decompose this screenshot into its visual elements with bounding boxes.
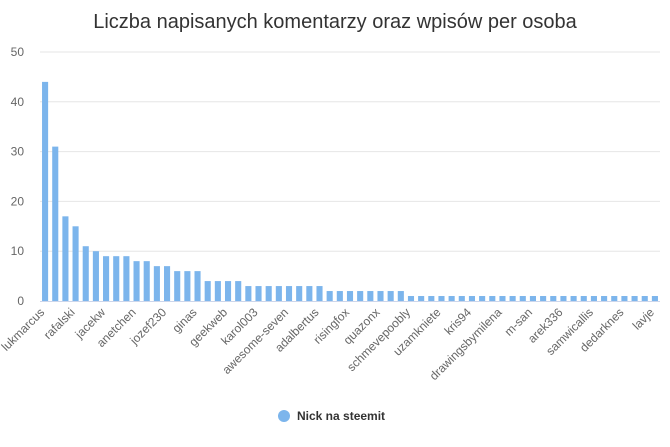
bar[interactable] — [306, 286, 313, 301]
bar[interactable] — [224, 281, 232, 301]
bar[interactable] — [407, 296, 415, 301]
bar[interactable] — [641, 296, 648, 301]
bar[interactable] — [550, 296, 557, 301]
bar[interactable] — [651, 296, 658, 301]
bar[interactable] — [509, 296, 516, 301]
bar[interactable] — [296, 286, 303, 301]
bar[interactable] — [255, 286, 262, 301]
bar[interactable] — [621, 296, 628, 301]
bar[interactable] — [560, 296, 567, 301]
bar[interactable] — [265, 286, 272, 301]
bar[interactable] — [52, 146, 59, 301]
bar[interactable] — [377, 291, 384, 301]
y-tick-label: 40 — [11, 95, 25, 109]
bar[interactable] — [42, 81, 49, 301]
grid-lines — [40, 51, 660, 252]
bar[interactable] — [123, 256, 130, 301]
bar[interactable] — [387, 291, 394, 301]
legend-label: Nick na steemit — [297, 409, 385, 423]
bar[interactable] — [316, 286, 323, 301]
bar[interactable] — [326, 291, 333, 301]
bar[interactable] — [570, 296, 577, 301]
bar[interactable] — [428, 296, 435, 301]
bar[interactable] — [194, 271, 201, 301]
bar[interactable] — [346, 291, 354, 301]
y-tick-label: 50 — [11, 45, 25, 59]
bar[interactable] — [499, 296, 506, 301]
bar[interactable] — [62, 216, 69, 301]
bar[interactable] — [489, 296, 496, 301]
legend-marker-icon — [278, 410, 290, 422]
bar[interactable] — [133, 261, 140, 301]
bar[interactable] — [519, 296, 526, 301]
bar[interactable] — [357, 291, 364, 301]
bar[interactable] — [601, 296, 608, 301]
bar[interactable] — [458, 296, 465, 301]
bar[interactable] — [438, 296, 445, 301]
x-tick-label: rafalski — [41, 305, 78, 342]
bar[interactable] — [590, 296, 597, 301]
bar[interactable] — [72, 226, 79, 301]
bar[interactable] — [468, 296, 476, 301]
bar[interactable] — [153, 266, 160, 301]
bar[interactable] — [214, 281, 221, 301]
x-tick-label: lukmarcus — [0, 305, 47, 354]
y-axis-tick-labels: 0 10 20 30 40 50 — [11, 45, 25, 308]
x-tick-label: lavje — [630, 305, 658, 333]
bar[interactable] — [367, 291, 374, 301]
bars — [42, 81, 658, 301]
bar[interactable] — [184, 271, 191, 301]
bar[interactable] — [103, 256, 110, 301]
y-tick-label: 20 — [11, 194, 25, 208]
bar[interactable] — [611, 296, 618, 301]
bar[interactable] — [529, 296, 536, 301]
bar[interactable] — [418, 296, 425, 301]
bar[interactable] — [174, 271, 181, 301]
bar[interactable] — [92, 251, 99, 301]
bar[interactable] — [164, 266, 171, 301]
bar[interactable] — [448, 296, 455, 301]
chart-title: Liczba napisanych komentarzy oraz wpisów… — [93, 11, 577, 33]
y-tick-label: 0 — [17, 294, 24, 308]
bar[interactable] — [397, 291, 404, 301]
bar[interactable] — [245, 286, 252, 301]
bar[interactable] — [82, 246, 89, 301]
bar[interactable] — [631, 296, 638, 301]
bar[interactable] — [235, 281, 242, 301]
bar[interactable] — [580, 296, 587, 301]
y-tick-label: 30 — [11, 145, 25, 159]
bar[interactable] — [479, 296, 486, 301]
bar[interactable] — [540, 296, 547, 301]
bar[interactable] — [275, 286, 282, 301]
bar[interactable] — [113, 256, 120, 301]
bar[interactable] — [143, 261, 150, 301]
bar[interactable] — [204, 281, 211, 301]
legend[interactable]: Nick na steemit — [278, 409, 385, 423]
bar[interactable] — [336, 291, 343, 301]
y-tick-label: 10 — [11, 244, 25, 258]
bar[interactable] — [285, 286, 293, 301]
